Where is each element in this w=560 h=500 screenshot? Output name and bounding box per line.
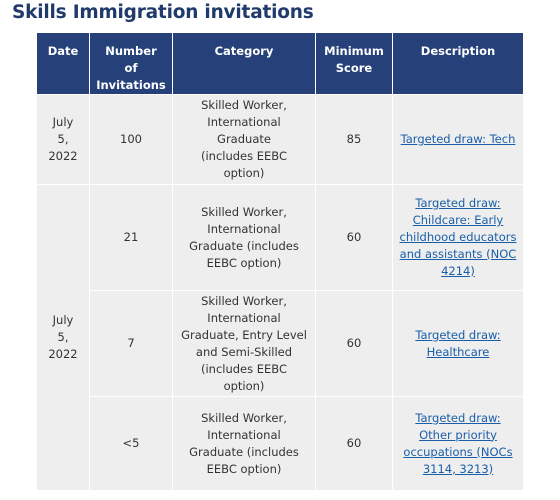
- description-link[interactable]: Targeted draw: Tech: [400, 132, 516, 146]
- table-row: 7 Skilled Worker, International Graduate…: [37, 290, 524, 397]
- date-cell: July 5, 2022: [36, 184, 90, 491]
- description-cell: Targeted draw: Other priority occupation…: [392, 396, 524, 491]
- description-link[interactable]: Targeted draw: Childcare: Early childhoo…: [399, 196, 517, 278]
- number-cell: 7: [89, 290, 173, 397]
- description-link[interactable]: Targeted draw: Healthcare: [415, 327, 501, 359]
- header-category: Category: [172, 32, 316, 95]
- table-row: <5 Skilled Worker, International Graduat…: [37, 396, 524, 491]
- category-cell: Skilled Worker, International Graduate, …: [172, 290, 316, 397]
- score-cell: 60: [315, 184, 393, 291]
- table-header-row: Date Number of Invitations Category Mini…: [36, 32, 524, 95]
- score-cell: 85: [315, 94, 393, 185]
- description-cell: Targeted draw: Tech: [392, 94, 524, 185]
- score-cell: 60: [315, 290, 393, 397]
- invitations-table: Date Number of Invitations Category Mini…: [36, 32, 524, 491]
- description-link[interactable]: Targeted draw: Other priority occupation…: [403, 410, 513, 476]
- number-cell: 21: [89, 184, 173, 291]
- table-row: July 5, 2022 100 Skilled Worker, Interna…: [36, 94, 524, 185]
- header-date: Date: [36, 32, 90, 95]
- number-cell: <5: [89, 396, 173, 491]
- score-cell: 60: [315, 396, 393, 491]
- header-description: Description: [392, 32, 524, 95]
- date-cell: July 5, 2022: [36, 94, 90, 185]
- description-cell: Targeted draw: Healthcare: [392, 290, 524, 397]
- header-number-of-invitations: Number of Invitations: [89, 32, 173, 95]
- header-minimum-score: Minimum Score: [315, 32, 393, 95]
- category-cell: Skilled Worker, International Graduate (…: [172, 396, 316, 491]
- table-row: July 5, 2022 21 Skilled Worker, Internat…: [36, 184, 524, 491]
- description-cell: Targeted draw: Childcare: Early childhoo…: [392, 184, 524, 291]
- category-cell: Skilled Worker, International Graduate (…: [172, 94, 316, 185]
- page-title: Skills Immigration invitations: [12, 2, 314, 23]
- category-cell: Skilled Worker, International Graduate (…: [172, 184, 316, 291]
- number-cell: 100: [89, 94, 173, 185]
